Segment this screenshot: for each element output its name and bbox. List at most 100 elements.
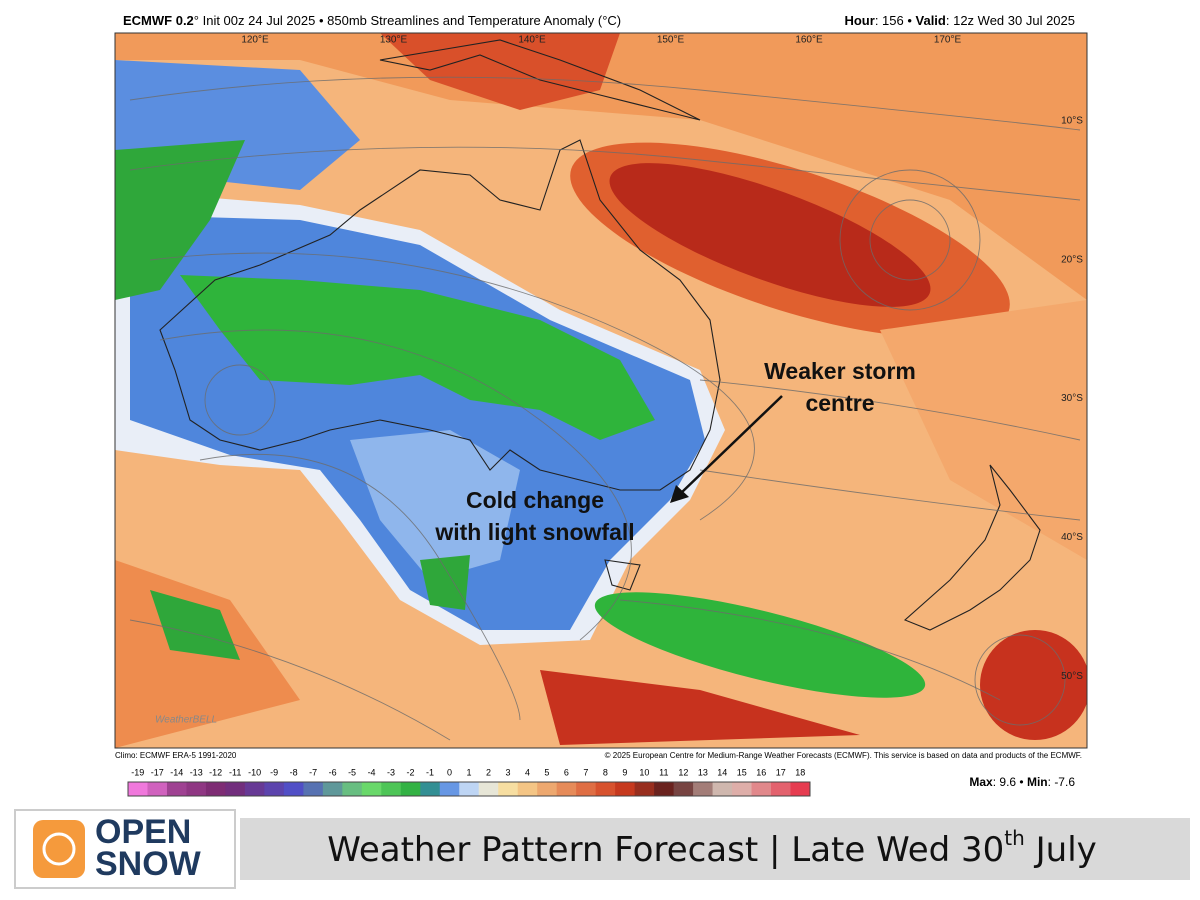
colorbar-label: 3 bbox=[505, 767, 510, 777]
colorbar-segment bbox=[205, 782, 226, 796]
banner-sup: th bbox=[1004, 826, 1025, 850]
colorbar-segment bbox=[790, 782, 811, 796]
annotation: centre bbox=[805, 390, 874, 416]
colorbar-label: -14 bbox=[170, 767, 183, 777]
colorbar-label: 12 bbox=[678, 767, 688, 777]
colon: : bbox=[993, 775, 1000, 789]
colorbar-label: -12 bbox=[209, 767, 222, 777]
colorbar-label: -9 bbox=[270, 767, 278, 777]
colorbar-label: -4 bbox=[368, 767, 376, 777]
very-cold-zone bbox=[150, 590, 240, 660]
very-cold-zone bbox=[115, 140, 245, 300]
annotation: Weaker storm bbox=[764, 358, 916, 384]
colorbar-segment bbox=[517, 782, 538, 796]
colorbar-segment bbox=[693, 782, 714, 796]
colorbar-label: 18 bbox=[795, 767, 805, 777]
streamline bbox=[149, 252, 755, 521]
colorbar-label: -8 bbox=[290, 767, 298, 777]
colorbar-segment bbox=[186, 782, 207, 796]
colorbar-segment bbox=[166, 782, 187, 796]
very-cold-zone bbox=[594, 592, 926, 698]
streamline bbox=[839, 169, 981, 311]
colorbar-label: 0 bbox=[447, 767, 452, 777]
map-frame bbox=[114, 32, 1088, 749]
colorbar-segment bbox=[303, 782, 324, 796]
colorbar-segment bbox=[576, 782, 597, 796]
logo-text: SNOW bbox=[95, 845, 202, 883]
hour-label: Hour bbox=[844, 13, 874, 28]
colorbar-segment bbox=[342, 782, 363, 796]
colorbar-label: 8 bbox=[603, 767, 608, 777]
colorbar-label: -7 bbox=[309, 767, 317, 777]
colorbar-segment bbox=[537, 782, 558, 796]
logo-icon bbox=[33, 820, 85, 878]
warm-zone bbox=[115, 33, 1087, 300]
colorbar-label: 2 bbox=[486, 767, 491, 777]
streamline bbox=[974, 634, 1066, 726]
header-left: ECMWF 0.2° Init 00z 24 Jul 2025 • 850mb … bbox=[123, 13, 621, 28]
colorbar-label: 11 bbox=[659, 767, 668, 777]
colorbar-label: 10 bbox=[639, 767, 649, 777]
colorbar-segment bbox=[771, 782, 792, 796]
colorbar-segment bbox=[322, 782, 343, 796]
streamline bbox=[869, 199, 951, 281]
colorbar-segment bbox=[459, 782, 480, 796]
colorbar-label: -19 bbox=[131, 767, 144, 777]
colorbar-segment bbox=[615, 782, 636, 796]
banner bbox=[240, 818, 1190, 880]
logo-text: OPEN bbox=[95, 813, 191, 851]
min-label: Min bbox=[1027, 775, 1048, 789]
longitude-label: 140°E bbox=[518, 35, 546, 46]
colorbar-frame bbox=[127, 781, 811, 797]
logo-icon-mark bbox=[42, 832, 76, 866]
max: 9.6 bbox=[999, 775, 1016, 789]
colorbar-label: 15 bbox=[737, 767, 747, 777]
colorbar-label: -2 bbox=[407, 767, 415, 777]
colorbar-label: -6 bbox=[329, 767, 337, 777]
colorbar-segment bbox=[634, 782, 655, 796]
cold-zone bbox=[350, 430, 520, 580]
banner-main: Weather Pattern Forecast | Late Wed 30 bbox=[327, 830, 1004, 870]
valid: : 12z Wed 30 Jul 2025 bbox=[946, 13, 1075, 28]
max-label: Max bbox=[969, 775, 993, 789]
colorbar-segment bbox=[673, 782, 694, 796]
streamline bbox=[129, 76, 1081, 131]
colorbar-segment bbox=[498, 782, 519, 796]
annotation: with light snowfall bbox=[434, 519, 634, 545]
colorbar-segment bbox=[439, 782, 460, 796]
colorbar-label: 1 bbox=[466, 767, 471, 777]
warm-zone bbox=[380, 33, 620, 110]
colorbar-label: 4 bbox=[525, 767, 530, 777]
coastline bbox=[903, 464, 1041, 631]
very-cold-zone bbox=[420, 555, 470, 610]
colorbar-segment bbox=[420, 782, 441, 796]
colorbar-segment bbox=[244, 782, 265, 796]
colorbar-label: -1 bbox=[426, 767, 434, 777]
coastline bbox=[159, 139, 721, 491]
longitude-label: 170°E bbox=[934, 35, 962, 46]
longitude-label: 150°E bbox=[657, 35, 685, 46]
colorbar-segment bbox=[400, 782, 421, 796]
colorbar-segment bbox=[283, 782, 304, 796]
latitude-label: 50°S bbox=[1061, 671, 1083, 682]
latitude-label: 20°S bbox=[1061, 254, 1083, 265]
colorbar-segment bbox=[712, 782, 733, 796]
coastline bbox=[379, 39, 701, 121]
colorbar-label: 17 bbox=[776, 767, 786, 777]
streamline bbox=[199, 453, 521, 721]
header-right: Hour: 156 • Valid: 12z Wed 30 Jul 2025 bbox=[844, 13, 1075, 28]
colorbar-label: 14 bbox=[717, 767, 727, 777]
colorbar-segment bbox=[556, 782, 577, 796]
colorbar-label: -5 bbox=[348, 767, 356, 777]
warm-zone bbox=[880, 300, 1087, 560]
colorbar-label: 13 bbox=[698, 767, 708, 777]
stats: Max: 9.6 • Min: -7.6 bbox=[969, 775, 1075, 789]
colorbar-segment bbox=[654, 782, 675, 796]
colon: : bbox=[1048, 775, 1055, 789]
colorbar-label: 5 bbox=[544, 767, 549, 777]
longitude-label: 130°E bbox=[380, 35, 408, 46]
colorbar-segment bbox=[128, 782, 148, 796]
arrow-head bbox=[670, 485, 689, 503]
latitude-label: 10°S bbox=[1061, 116, 1083, 127]
